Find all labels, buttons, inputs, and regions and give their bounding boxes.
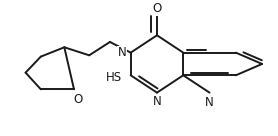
Text: O: O	[152, 2, 162, 15]
Text: N: N	[153, 95, 161, 108]
Text: N: N	[118, 46, 126, 59]
Text: O: O	[73, 93, 82, 106]
Text: HS: HS	[106, 71, 122, 84]
Text: N: N	[205, 96, 214, 109]
